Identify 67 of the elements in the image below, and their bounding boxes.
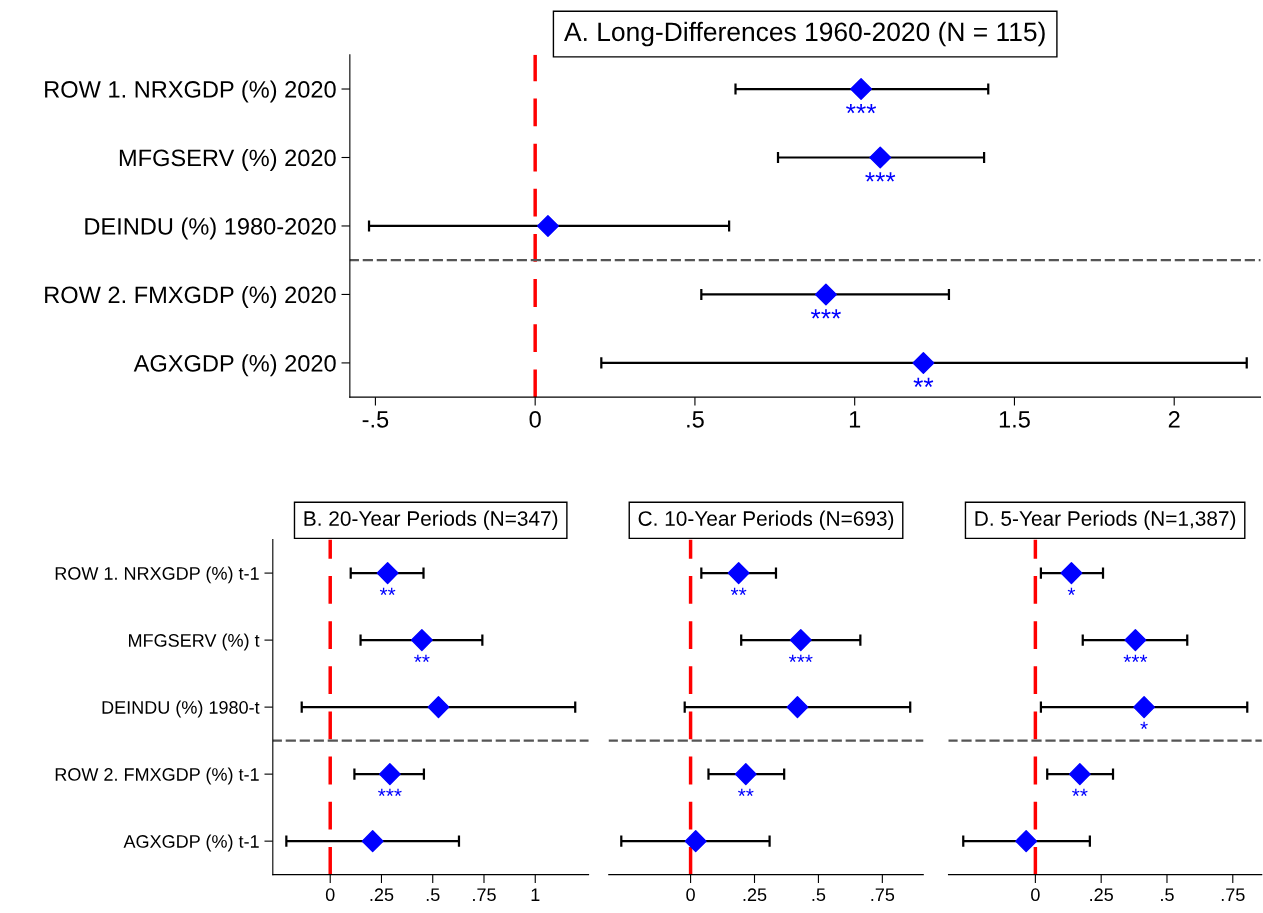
point	[684, 830, 707, 853]
annotation: ***	[865, 172, 896, 182]
x-tick-label: 0	[1031, 888, 1040, 902]
x-tick-label: -.5	[362, 411, 389, 428]
x-tick-label: 1	[531, 888, 540, 901]
point	[1133, 696, 1156, 719]
y-tick-label: ROW 1. NRXGDP (%) t-1	[55, 566, 259, 584]
point	[814, 283, 837, 306]
y-tick-label: DEINDU (%) 1980-2020	[85, 217, 336, 240]
point	[734, 763, 757, 786]
point	[869, 146, 892, 169]
y-tick-label: AGXGDP (%) t-1	[123, 834, 259, 852]
chart-title: D. 5-Year Periods (N=1,387)	[975, 510, 1236, 531]
point	[361, 830, 384, 853]
x-tick-label: 0	[529, 410, 541, 428]
x-tick-label: .75	[473, 888, 496, 902]
point	[850, 78, 873, 101]
y-tick-label: ROW 2. FMXGDP (%) 2020	[45, 285, 336, 308]
point	[1124, 629, 1147, 652]
x-tick-label: .5	[1161, 888, 1174, 902]
annotation: ***	[810, 309, 841, 319]
chart-title: C. 10-Year Periods (N=693)	[638, 510, 894, 531]
x-tick-label: 2	[1168, 410, 1180, 428]
annotation: ***	[846, 103, 877, 114]
y-tick-label: MFGSERV (%) t	[129, 633, 260, 651]
x-tick-label: .5	[426, 888, 440, 902]
y-tick-label: DEINDU (%) 1980-t	[102, 700, 260, 718]
y-tick-label: ROW 1. NRXGDP (%) 2020	[45, 80, 336, 103]
x-tick-label: 1.5	[999, 411, 1030, 428]
annotation: **	[379, 587, 396, 596]
point	[1060, 562, 1083, 585]
point	[410, 629, 433, 652]
chart-title: A. Long-Differences 1960-2020 (N = 115)	[564, 21, 1045, 47]
y-tick-label: AGXGDP (%) 2020	[133, 354, 336, 377]
annotation: **	[738, 788, 754, 797]
x-tick-label: 0	[325, 888, 335, 902]
point	[376, 562, 399, 585]
point	[789, 629, 812, 652]
x-tick-label: .25	[370, 888, 394, 902]
point	[427, 696, 450, 719]
x-tick-label: .75	[1221, 888, 1245, 902]
x-tick-label: .25	[1090, 888, 1113, 902]
point	[536, 214, 559, 237]
y-tick-label: ROW 2. FMXGDP (%) t-1	[55, 767, 259, 785]
x-tick-label: 0	[686, 888, 695, 902]
point	[1068, 763, 1091, 786]
y-tick-label: MFGSERV (%) 2020	[119, 148, 336, 171]
annotation: ***	[378, 788, 402, 797]
point	[378, 763, 401, 786]
x-tick-label: .25	[743, 888, 767, 902]
x-tick-label: .5	[687, 411, 704, 428]
annotation: *	[1067, 587, 1076, 596]
annotation: **	[414, 654, 430, 663]
point	[1015, 830, 1038, 853]
point	[786, 696, 809, 719]
annotation: **	[913, 377, 934, 388]
annotation: **	[730, 587, 747, 596]
annotation: *	[1140, 721, 1148, 730]
point	[727, 562, 750, 585]
point	[912, 351, 935, 374]
annotation: **	[1072, 788, 1088, 797]
annotation: ***	[1123, 654, 1148, 663]
annotation: ***	[788, 654, 813, 663]
chart-title: B. 20-Year Periods (N=347)	[304, 510, 558, 531]
x-tick-label: .75	[871, 888, 895, 902]
x-tick-label: .5	[812, 888, 826, 902]
x-tick-label: 1	[849, 411, 861, 428]
